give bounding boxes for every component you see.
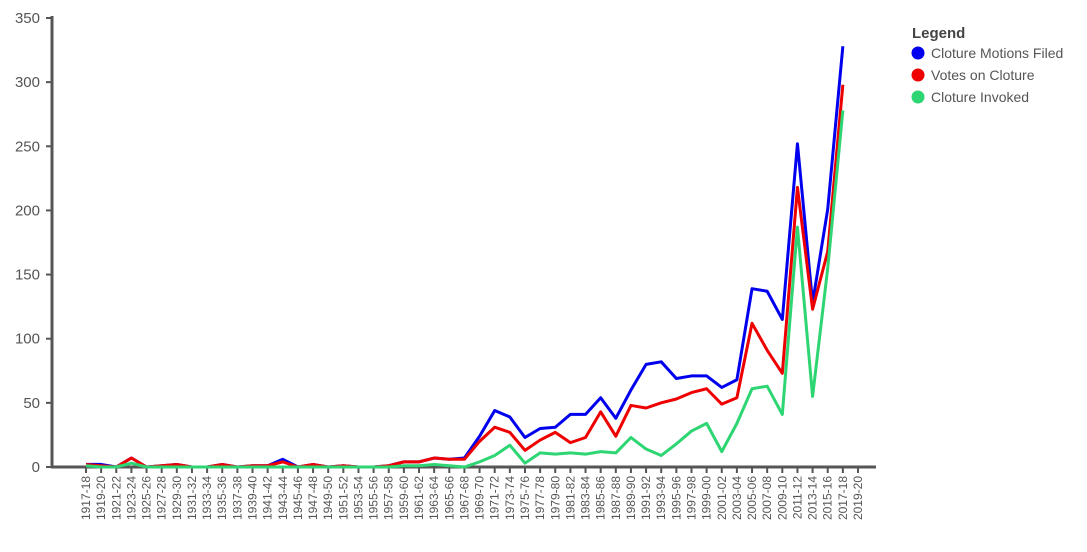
legend-label: Cloture Invoked (931, 89, 1029, 105)
x-tick-label: 1973-74 (503, 476, 517, 520)
x-tick-label: 2013-14 (806, 476, 820, 520)
x-tick-label: 1933-34 (200, 476, 214, 520)
x-tick-label: 2001-02 (715, 476, 729, 520)
x-tick-label: 1971-72 (488, 476, 502, 520)
x-tick-label: 1997-98 (684, 476, 698, 520)
x-tick-label: 1979-80 (548, 476, 562, 520)
x-tick-label: 1929-30 (170, 476, 184, 520)
legend-swatch (911, 46, 925, 60)
x-tick-label: 1981-82 (563, 476, 577, 520)
y-tick-label: 350 (15, 10, 40, 27)
x-tick-label: 1977-78 (533, 476, 547, 520)
y-tick-label: 250 (15, 138, 40, 155)
x-tick-label: 1935-36 (215, 476, 229, 520)
y-tick-label: 150 (15, 267, 40, 284)
x-tick-label: 1961-62 (412, 476, 426, 520)
y-tick-label: 200 (15, 202, 40, 219)
legend-swatch (911, 90, 925, 104)
x-tick-label: 1955-56 (367, 476, 381, 520)
x-tick-label: 1937-38 (230, 476, 244, 520)
legend-title: Legend (912, 25, 965, 42)
x-tick-label: 2009-10 (775, 476, 789, 520)
y-tick-label: 50 (23, 395, 40, 412)
x-tick-label: 2015-16 (821, 476, 835, 520)
x-tick-label: 1967-68 (457, 476, 471, 520)
x-tick-label: 1949-50 (321, 476, 335, 520)
legend-label: Cloture Motions Filed (931, 45, 1063, 61)
x-tick-label: 1993-94 (654, 476, 668, 520)
y-tick-label: 100 (15, 331, 40, 348)
legend-swatch (911, 68, 925, 82)
x-tick-label: 1945-46 (291, 476, 305, 520)
series-line (86, 46, 845, 469)
x-tick-label: 1951-52 (336, 476, 350, 520)
x-tick-label: 1947-48 (306, 476, 320, 520)
x-tick-label: 1959-60 (397, 476, 411, 520)
x-tick-label: 1995-96 (669, 476, 683, 520)
x-tick-label: 1983-84 (579, 476, 593, 520)
x-tick-label: 1963-64 (427, 476, 441, 520)
x-tick-label: 1939-40 (246, 476, 260, 520)
x-tick-label: 1917-18 (79, 476, 93, 520)
x-tick-label: 1975-76 (518, 476, 532, 520)
x-tick-label: 1987-88 (609, 476, 623, 520)
x-tick-label: 2003-04 (730, 476, 744, 520)
x-tick-label: 1985-86 (594, 476, 608, 520)
series-line (85, 84, 845, 469)
x-tick-label: 1923-24 (124, 476, 138, 520)
x-tick-label: 1943-44 (276, 476, 290, 520)
x-tick-label: 1991-92 (639, 476, 653, 520)
x-tick-label: 1957-58 (382, 476, 396, 520)
y-tick-label: 300 (15, 74, 40, 91)
x-tick-label: 2007-08 (760, 476, 774, 520)
x-tick-label: 1931-32 (185, 476, 199, 520)
x-tick-label: 1953-54 (351, 476, 365, 520)
x-tick-label: 1989-90 (624, 476, 638, 520)
x-tick-label: 1969-70 (473, 476, 487, 520)
x-tick-label: 2017-18 (836, 476, 850, 520)
x-tick-label: 1927-28 (155, 476, 169, 520)
x-tick-label: 2005-06 (745, 476, 759, 520)
y-tick-label: 0 (32, 459, 40, 476)
x-tick-label: 1941-42 (261, 476, 275, 520)
x-tick-label: 1921-22 (109, 476, 123, 520)
series-line (85, 110, 845, 469)
legend-label: Votes on Cloture (931, 67, 1035, 83)
x-tick-label: 1925-26 (140, 476, 154, 520)
x-tick-label: 1965-66 (442, 476, 456, 520)
x-tick-label: 1919-20 (94, 476, 108, 520)
x-tick-label: 1999-00 (700, 476, 714, 520)
x-tick-label: 2011-12 (790, 476, 804, 519)
x-tick-label: 2019-20 (851, 476, 865, 520)
